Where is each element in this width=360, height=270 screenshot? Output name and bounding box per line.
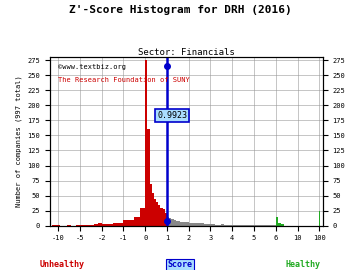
- Bar: [230, 225, 232, 226]
- Bar: [228, 225, 230, 226]
- Bar: [215, 225, 217, 226]
- Bar: [145, 60, 147, 226]
- Bar: [208, 224, 211, 226]
- Bar: [156, 202, 158, 226]
- Bar: [165, 212, 167, 226]
- Bar: [245, 225, 249, 226]
- Bar: [197, 223, 200, 226]
- Bar: [189, 223, 191, 226]
- Bar: [184, 222, 186, 226]
- Bar: [200, 223, 202, 226]
- Y-axis label: Number of companies (997 total): Number of companies (997 total): [15, 76, 22, 207]
- Bar: [176, 221, 178, 226]
- Bar: [102, 224, 113, 226]
- Bar: [211, 224, 213, 226]
- Bar: [224, 225, 226, 226]
- Bar: [147, 129, 150, 226]
- Bar: [87, 225, 94, 226]
- Bar: [193, 223, 195, 226]
- Bar: [221, 224, 224, 226]
- Text: Score: Score: [167, 260, 193, 269]
- Bar: [76, 225, 80, 226]
- Bar: [140, 208, 145, 226]
- Bar: [279, 223, 281, 226]
- Bar: [163, 209, 165, 226]
- Text: Healthy: Healthy: [285, 260, 320, 269]
- Bar: [267, 225, 276, 226]
- Bar: [123, 220, 134, 226]
- Bar: [281, 224, 284, 226]
- Bar: [158, 205, 161, 226]
- Bar: [226, 225, 228, 226]
- Bar: [237, 225, 241, 226]
- Bar: [98, 223, 102, 226]
- Bar: [52, 225, 56, 226]
- Bar: [261, 225, 267, 226]
- Bar: [182, 222, 184, 226]
- Bar: [232, 225, 237, 226]
- Bar: [171, 219, 174, 226]
- Bar: [202, 223, 204, 226]
- Bar: [180, 222, 182, 226]
- Bar: [195, 223, 197, 226]
- Bar: [213, 224, 215, 226]
- Bar: [152, 193, 154, 226]
- Bar: [249, 225, 254, 226]
- Bar: [56, 225, 60, 226]
- Bar: [161, 208, 163, 226]
- Text: The Research Foundation of SUNY: The Research Foundation of SUNY: [58, 77, 189, 83]
- Bar: [217, 225, 219, 226]
- Text: Unhealthy: Unhealthy: [40, 260, 85, 269]
- Bar: [80, 225, 87, 226]
- Bar: [94, 224, 98, 226]
- Bar: [67, 225, 71, 226]
- Bar: [206, 224, 208, 226]
- Text: 0.9923: 0.9923: [157, 111, 187, 120]
- Text: Z'-Score Histogram for DRH (2016): Z'-Score Histogram for DRH (2016): [69, 5, 291, 15]
- Bar: [191, 223, 193, 226]
- Bar: [134, 217, 140, 226]
- Text: ©www.textbiz.org: ©www.textbiz.org: [58, 64, 126, 70]
- Bar: [113, 223, 123, 226]
- Bar: [241, 225, 245, 226]
- Bar: [204, 224, 206, 226]
- Bar: [219, 225, 221, 226]
- Bar: [169, 218, 171, 226]
- Bar: [167, 217, 169, 226]
- Bar: [276, 217, 279, 226]
- Bar: [154, 199, 156, 226]
- Title: Sector: Financials: Sector: Financials: [138, 48, 234, 57]
- Bar: [150, 184, 152, 226]
- Bar: [254, 225, 261, 226]
- Bar: [178, 221, 180, 226]
- Bar: [186, 222, 189, 226]
- Bar: [174, 220, 176, 226]
